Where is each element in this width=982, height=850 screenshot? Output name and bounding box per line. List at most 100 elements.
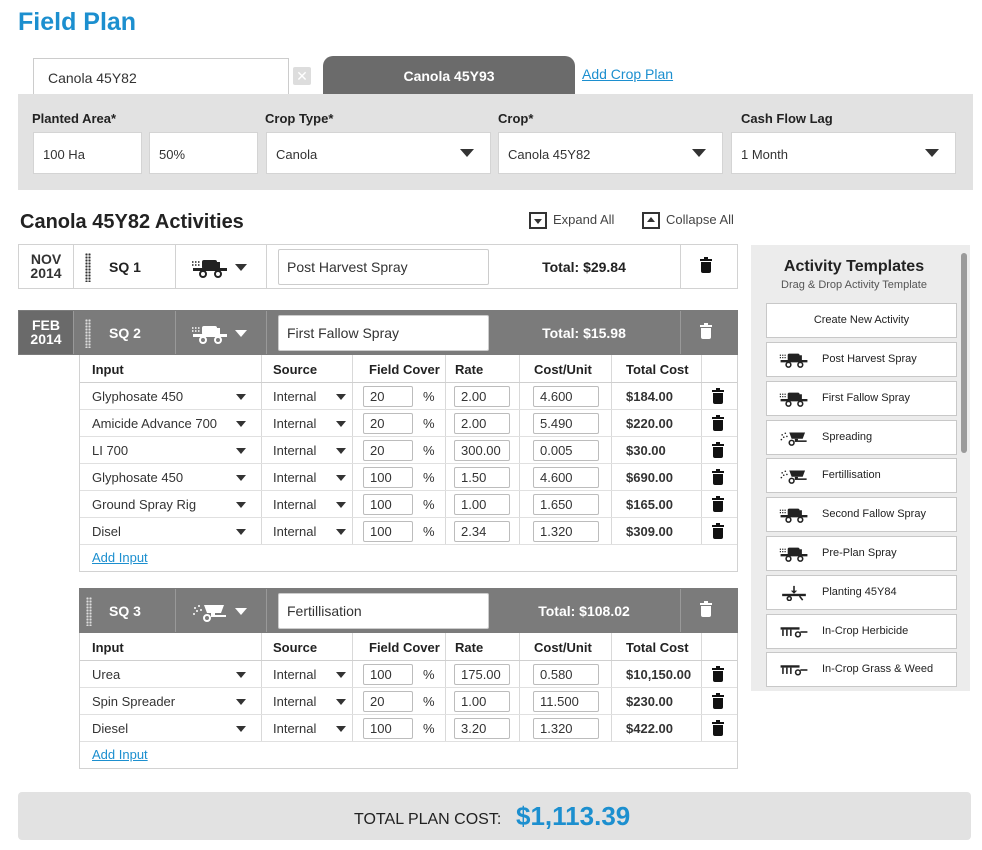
source-select[interactable]: Internal (273, 437, 316, 463)
rate-input[interactable]: 2.34 (454, 521, 510, 542)
chevron-down-icon[interactable] (236, 448, 246, 454)
cost-unit-input[interactable]: 1.320 (533, 718, 599, 739)
cost-unit-input[interactable]: 0.580 (533, 664, 599, 685)
field-cover-input[interactable]: 20 (363, 691, 413, 712)
trash-icon[interactable] (712, 388, 724, 407)
chevron-down-icon[interactable] (336, 529, 346, 535)
trash-icon[interactable] (712, 693, 724, 712)
field-cover-input[interactable]: 20 (363, 386, 413, 407)
tab-canola-45y82[interactable]: Canola 45Y82 (33, 58, 289, 94)
cash-flow-lag-select[interactable]: 1 Month (731, 132, 956, 174)
field-cover-input[interactable]: 20 (363, 440, 413, 461)
crop-select[interactable]: Canola 45Y82 (498, 132, 723, 174)
drag-handle-icon[interactable] (86, 597, 92, 626)
trash-icon[interactable] (700, 323, 712, 342)
cost-unit-input[interactable]: 5.490 (533, 413, 599, 434)
planted-area-percent-input[interactable]: 50% (149, 132, 258, 174)
chevron-down-icon[interactable] (336, 672, 346, 678)
template-item[interactable]: Planting 45Y84 (766, 574, 957, 610)
add-input-link[interactable]: Add Input (92, 747, 148, 762)
template-item[interactable]: Second Fallow Spray (766, 497, 957, 533)
planted-area-input[interactable]: 100 Ha (33, 132, 142, 174)
template-item[interactable]: Spreading (766, 419, 957, 455)
chevron-down-icon[interactable] (336, 421, 346, 427)
activity-name-input[interactable]: Post Harvest Spray (278, 249, 489, 285)
input-select[interactable]: Glyphosate 450 (92, 383, 183, 409)
cost-unit-input[interactable]: 1.320 (533, 521, 599, 542)
activity-name-input[interactable]: Fertillisation (278, 593, 489, 629)
chevron-down-icon[interactable] (336, 726, 346, 732)
input-select[interactable]: Urea (92, 661, 120, 687)
expand-all-button[interactable]: Expand All (529, 212, 614, 230)
drag-handle-icon[interactable] (85, 253, 91, 282)
collapse-all-button[interactable]: Collapse All (642, 212, 734, 230)
source-select[interactable]: Internal (273, 518, 316, 544)
add-crop-plan-link[interactable]: Add Crop Plan (582, 66, 674, 82)
activity-row-sq2[interactable]: FEB 2014 SQ 2 First Fallow Spray Total: $… (18, 310, 738, 355)
field-cover-input[interactable]: 100 (363, 664, 413, 685)
trash-icon[interactable] (712, 523, 724, 542)
rate-input[interactable]: 1.00 (454, 494, 510, 515)
create-new-activity-button[interactable]: Create New Activity (766, 303, 957, 338)
source-select[interactable]: Internal (273, 688, 316, 714)
field-cover-input[interactable]: 100 (363, 521, 413, 542)
source-select[interactable]: Internal (273, 491, 316, 517)
chevron-down-icon[interactable] (336, 699, 346, 705)
input-select[interactable]: Diesel (92, 715, 128, 741)
cost-unit-input[interactable]: 0.005 (533, 440, 599, 461)
source-select[interactable]: Internal (273, 661, 316, 687)
trash-icon[interactable] (700, 601, 712, 620)
input-select[interactable]: LI 700 (92, 437, 128, 463)
activity-row-sq1[interactable]: NOV 2014 SQ 1 Post Harvest Spray Total: $… (18, 244, 738, 289)
input-select[interactable]: Disel (92, 518, 121, 544)
trash-icon[interactable] (700, 257, 712, 276)
rate-input[interactable]: 3.20 (454, 718, 510, 739)
template-item[interactable]: Pre-Plan Spray (766, 536, 957, 571)
chevron-down-icon[interactable] (236, 726, 246, 732)
rate-input[interactable]: 1.50 (454, 467, 510, 488)
trash-icon[interactable] (712, 469, 724, 488)
source-select[interactable]: Internal (273, 410, 316, 436)
rate-input[interactable]: 300.00 (454, 440, 510, 461)
field-cover-input[interactable]: 20 (363, 413, 413, 434)
chevron-down-icon[interactable] (235, 264, 247, 271)
input-select[interactable]: Ground Spray Rig (92, 491, 196, 517)
chevron-down-icon[interactable] (236, 529, 246, 535)
chevron-down-icon[interactable] (236, 672, 246, 678)
cost-unit-input[interactable]: 4.600 (533, 386, 599, 407)
field-cover-input[interactable]: 100 (363, 718, 413, 739)
chevron-down-icon[interactable] (236, 502, 246, 508)
input-select[interactable]: Spin Spreader (92, 688, 175, 714)
trash-icon[interactable] (712, 415, 724, 434)
template-item[interactable]: First Fallow Spray (766, 380, 957, 416)
field-cover-input[interactable]: 100 (363, 494, 413, 515)
rate-input[interactable]: 2.00 (454, 413, 510, 434)
input-select[interactable]: Amicide Advance 700 (92, 410, 217, 436)
close-icon[interactable]: ✕ (293, 67, 311, 85)
chevron-down-icon[interactable] (336, 502, 346, 508)
chevron-down-icon[interactable] (336, 475, 346, 481)
template-item[interactable]: In-Crop Grass & Weed (766, 652, 957, 688)
field-cover-input[interactable]: 100 (363, 467, 413, 488)
add-input-link[interactable]: Add Input (92, 550, 148, 565)
chevron-down-icon[interactable] (336, 448, 346, 454)
source-select[interactable]: Internal (273, 383, 316, 409)
activity-row-sq3[interactable]: SQ 3 Fertillisation Total: $108.02 (79, 588, 738, 633)
trash-icon[interactable] (712, 496, 724, 515)
crop-type-select[interactable]: Canola (266, 132, 491, 174)
trash-icon[interactable] (712, 442, 724, 461)
chevron-down-icon[interactable] (236, 475, 246, 481)
trash-icon[interactable] (712, 720, 724, 739)
chevron-down-icon[interactable] (336, 394, 346, 400)
scrollbar[interactable] (961, 253, 967, 453)
input-select[interactable]: Glyphosate 450 (92, 464, 183, 490)
source-select[interactable]: Internal (273, 464, 316, 490)
chevron-down-icon[interactable] (236, 699, 246, 705)
chevron-down-icon[interactable] (235, 608, 247, 615)
rate-input[interactable]: 1.00 (454, 691, 510, 712)
cost-unit-input[interactable]: 4.600 (533, 467, 599, 488)
cost-unit-input[interactable]: 1.650 (533, 494, 599, 515)
rate-input[interactable]: 2.00 (454, 386, 510, 407)
template-item[interactable]: Post Harvest Spray (766, 342, 957, 377)
chevron-down-icon[interactable] (235, 330, 247, 337)
